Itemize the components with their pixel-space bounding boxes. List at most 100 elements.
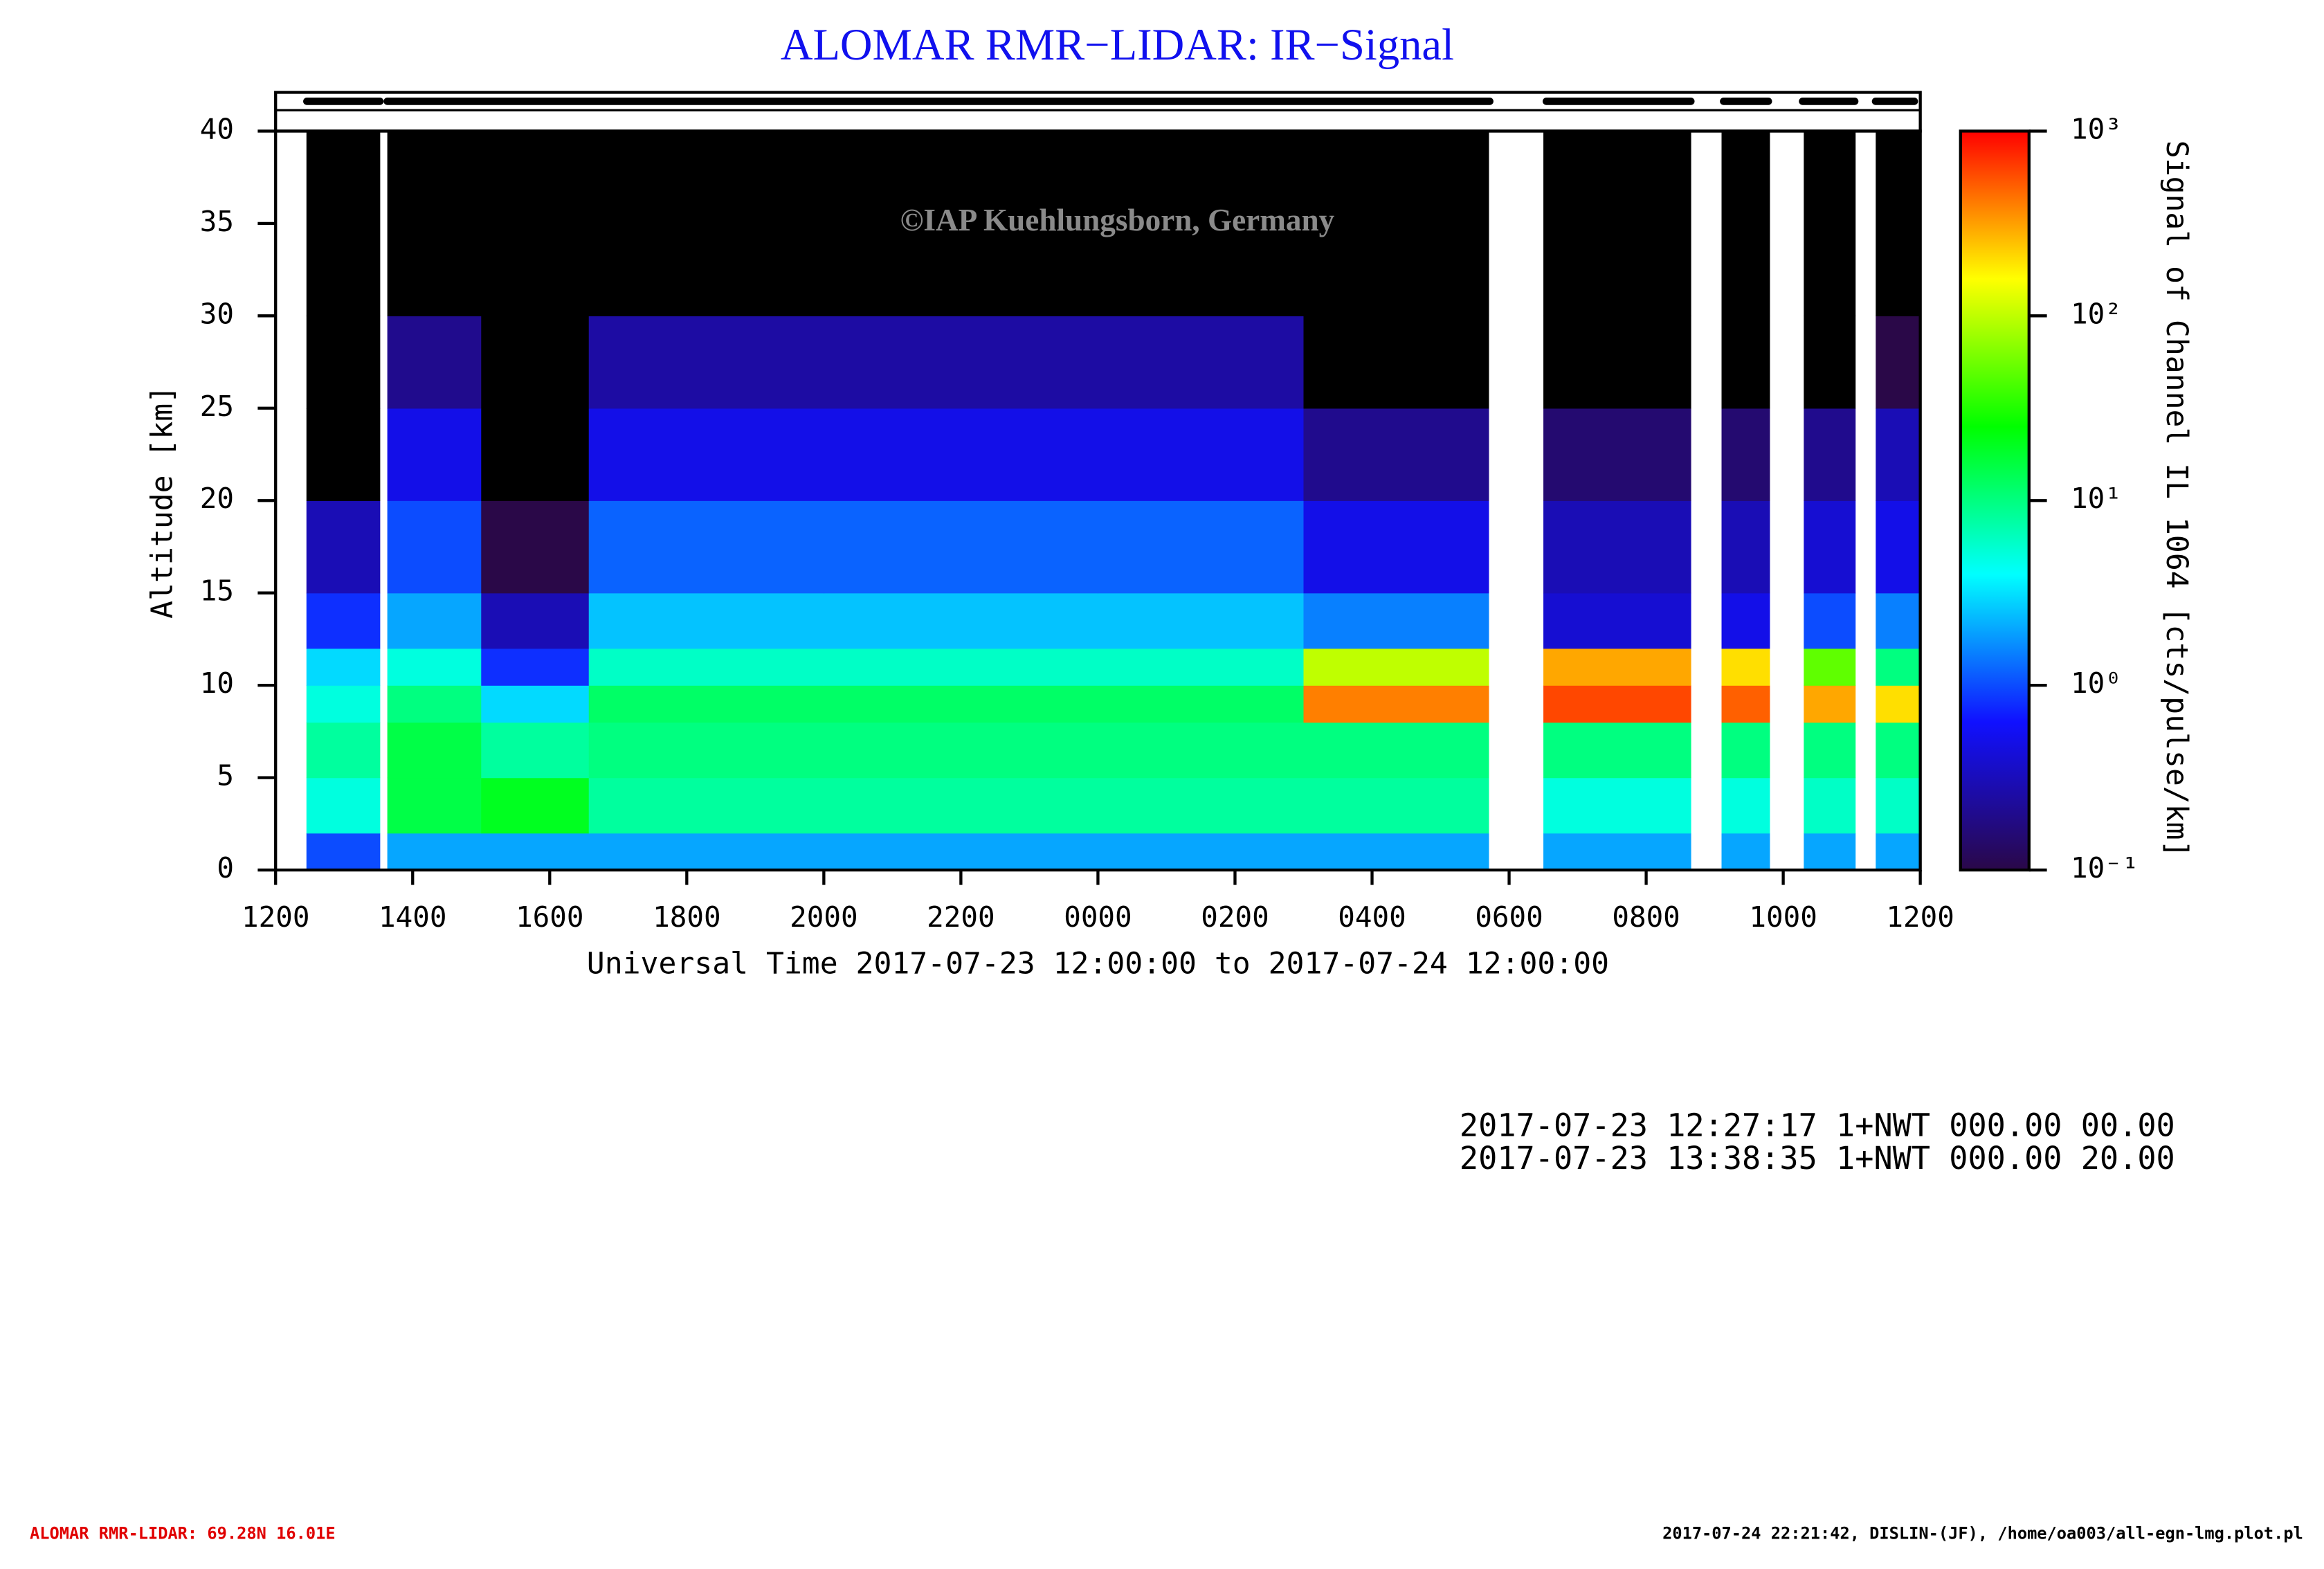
heatmap-cell bbox=[1543, 131, 1691, 316]
heatmap-cell bbox=[306, 648, 381, 686]
heatmap-cell bbox=[1303, 685, 1489, 723]
heatmap-cell bbox=[1721, 131, 1770, 316]
chart-title: ALOMAR RMR−LIDAR: IR−Signal bbox=[781, 19, 1454, 69]
y-tick-label: 15 bbox=[200, 574, 234, 608]
heatmap-cell bbox=[588, 131, 825, 316]
status-bar bbox=[274, 91, 1922, 133]
heatmap-cell bbox=[306, 408, 381, 501]
heatmap-cell bbox=[824, 500, 1099, 594]
heatmap-cell bbox=[824, 777, 1099, 834]
y-tick-label: 35 bbox=[200, 205, 234, 238]
heatmap-cell bbox=[824, 685, 1099, 723]
heatmap-cell bbox=[1876, 648, 1921, 686]
colorbar bbox=[1960, 131, 2029, 871]
heatmap-cell bbox=[481, 592, 590, 649]
heatmap-cell bbox=[1804, 131, 1856, 316]
heatmap-cell bbox=[824, 722, 1099, 779]
heatmap-cell bbox=[824, 316, 1099, 409]
y-tick-label: 40 bbox=[200, 112, 234, 145]
footer-left: ALOMAR RMR-LIDAR: 69.28N 16.01E bbox=[30, 1524, 336, 1543]
heatmap-cell bbox=[824, 648, 1099, 686]
heatmap-cell bbox=[387, 685, 482, 723]
heatmap-cell bbox=[481, 408, 590, 501]
heatmap-cell bbox=[1098, 592, 1305, 649]
heatmap-cell bbox=[1543, 833, 1691, 871]
info-line: 2017-07-23 13:38:35 1+NWT 000.00 20.00 bbox=[1460, 1140, 2175, 1177]
heatmap-cell bbox=[481, 131, 590, 316]
watermark: ©IAP Kuehlungsborn, Germany bbox=[900, 203, 1335, 237]
heatmap-cell bbox=[481, 833, 590, 871]
heatmap-cell bbox=[387, 592, 482, 649]
heatmap-cell bbox=[481, 777, 590, 834]
heatmap-cell bbox=[306, 592, 381, 649]
heatmap-cell bbox=[824, 131, 1099, 316]
heatmap-cell bbox=[1543, 500, 1691, 594]
heatmap-cell bbox=[1876, 316, 1921, 409]
heatmap bbox=[306, 131, 1921, 871]
heatmap-cell bbox=[1721, 316, 1770, 409]
y-tick-label: 0 bbox=[217, 851, 234, 885]
heatmap-cell bbox=[387, 833, 482, 871]
heatmap-cell bbox=[306, 131, 381, 316]
x-tick-label: 1600 bbox=[516, 900, 583, 934]
x-tick-label: 1200 bbox=[1886, 900, 1954, 934]
heatmap-cell bbox=[1098, 131, 1305, 316]
heatmap-cell bbox=[1098, 685, 1305, 723]
x-tick-label: 2200 bbox=[927, 900, 995, 934]
colorbar-tick-label: 10⁻¹ bbox=[2071, 851, 2139, 885]
heatmap-cell bbox=[1804, 316, 1856, 409]
heatmap-cell bbox=[1543, 648, 1691, 686]
heatmap-cell bbox=[387, 722, 482, 779]
heatmap-cell bbox=[1098, 722, 1305, 779]
heatmap-cell bbox=[824, 408, 1099, 501]
heatmap-cell bbox=[1098, 833, 1305, 871]
heatmap-cell bbox=[481, 316, 590, 409]
heatmap-cell bbox=[1303, 833, 1489, 871]
heatmap-cell bbox=[1804, 500, 1856, 594]
heatmap-cell bbox=[1804, 833, 1856, 871]
heatmap-cell bbox=[1303, 592, 1489, 649]
heatmap-cell bbox=[588, 833, 825, 871]
colorbar-tick-label: 10² bbox=[2071, 297, 2122, 330]
heatmap-cell bbox=[1721, 833, 1770, 871]
heatmap-cell bbox=[1721, 685, 1770, 723]
x-tick-label: 0400 bbox=[1338, 900, 1406, 934]
heatmap-cell bbox=[306, 722, 381, 779]
heatmap-cell bbox=[1804, 777, 1856, 834]
heatmap-cell bbox=[481, 500, 590, 594]
heatmap-cell bbox=[1543, 316, 1691, 409]
heatmap-cell bbox=[1876, 592, 1921, 649]
y-tick-label: 10 bbox=[200, 666, 234, 700]
heatmap-cell bbox=[588, 316, 825, 409]
heatmap-cell bbox=[1721, 408, 1770, 501]
heatmap-cell bbox=[588, 685, 825, 723]
heatmap-cell bbox=[481, 685, 590, 723]
heatmap-cell bbox=[306, 316, 381, 409]
heatmap-cell bbox=[1876, 722, 1921, 779]
heatmap-cell bbox=[1804, 648, 1856, 686]
info-line: 2017-07-23 12:27:17 1+NWT 000.00 00.00 bbox=[1460, 1107, 2175, 1143]
heatmap-cell bbox=[1543, 592, 1691, 649]
colorbar-tick-label: 10⁰ bbox=[2071, 666, 2122, 700]
y-tick-label: 5 bbox=[217, 759, 234, 792]
heatmap-cell bbox=[306, 833, 381, 871]
colorbar-tick-label: 10¹ bbox=[2071, 482, 2122, 515]
x-tick-label: 1400 bbox=[379, 900, 446, 934]
heatmap-cell bbox=[588, 648, 825, 686]
heatmap-cell bbox=[387, 648, 482, 686]
heatmap-cell bbox=[1721, 592, 1770, 649]
footer-right: 2017-07-24 22:21:42, DISLIN-(JF), /home/… bbox=[1662, 1524, 2303, 1543]
heatmap-cell bbox=[588, 500, 825, 594]
y-tick-label: 25 bbox=[200, 390, 234, 423]
heatmap-cell bbox=[1721, 722, 1770, 779]
heatmap-cell bbox=[481, 648, 590, 686]
heatmap-cell bbox=[824, 592, 1099, 649]
x-tick-label: 2000 bbox=[790, 900, 857, 934]
heatmap-cell bbox=[1876, 131, 1921, 316]
heatmap-cell bbox=[1543, 777, 1691, 834]
colorbar-tick-label: 10³ bbox=[2071, 112, 2122, 145]
x-tick-label: 0000 bbox=[1064, 900, 1132, 934]
heatmap-cell bbox=[1303, 500, 1489, 594]
heatmap-cell bbox=[1804, 685, 1856, 723]
